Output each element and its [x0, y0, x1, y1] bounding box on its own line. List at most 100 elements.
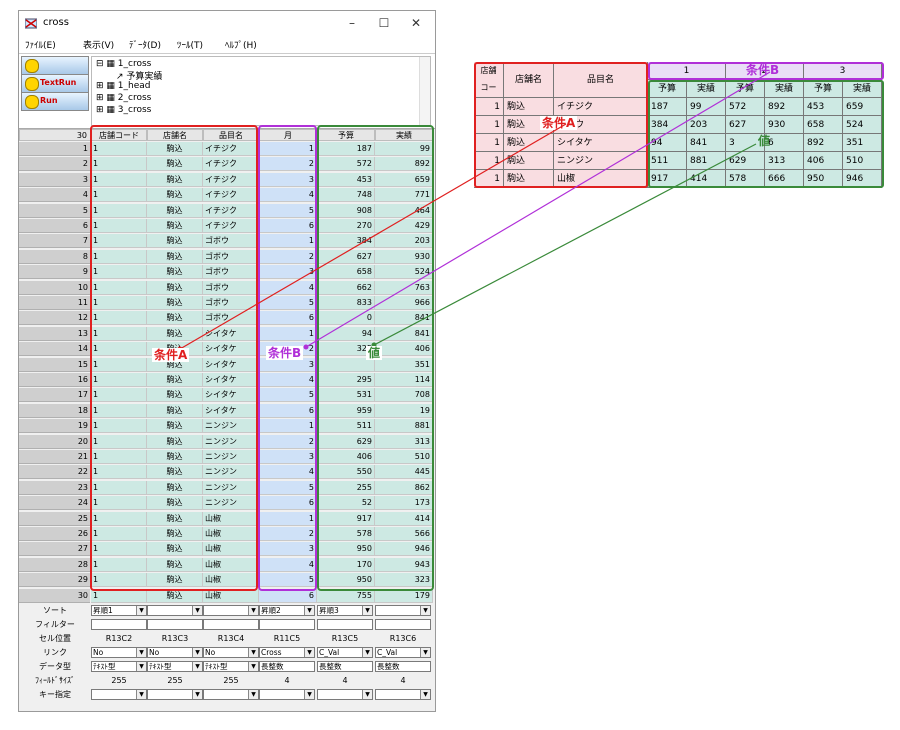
cell-month[interactable]: 1 [259, 234, 317, 249]
table-row[interactable]: 22 1 駒込 ニンジン 4 550 445 [19, 465, 435, 480]
datatype-select[interactable]: ﾃｷｽﾄ型 ▼ [203, 661, 259, 672]
datatype-select[interactable]: 長整数 [259, 661, 315, 672]
table-row[interactable]: 15 1 駒込 シイタケ 3 351 [19, 357, 435, 372]
cell-store-name[interactable]: 駒込 [147, 234, 203, 249]
sort-select[interactable]: 昇順3 ▼ [317, 605, 373, 616]
cell-store-code[interactable]: 1 [91, 450, 147, 464]
cell-item-name[interactable]: イチジク [203, 188, 259, 203]
table-row[interactable]: 7 1 駒込 ゴボウ 1 384 203 [19, 234, 435, 249]
cell-store-code[interactable]: 1 [91, 203, 147, 218]
cell-actual[interactable]: 313 [375, 434, 433, 449]
menu-view[interactable]: 表示(V) [83, 41, 115, 51]
row-number[interactable]: 20 [19, 434, 90, 449]
cell-item-name[interactable]: シイタケ [203, 342, 259, 357]
cell-month[interactable]: 5 [259, 480, 317, 495]
cell-store-name[interactable]: 駒込 [147, 419, 203, 434]
minimize-button[interactable]: – [349, 16, 355, 30]
key-select[interactable]: ▼ [259, 689, 315, 700]
tree-node-3-cross[interactable]: ⊞ ▦ 3_cross [96, 105, 152, 115]
cell-item-name[interactable]: 山椒 [203, 511, 259, 526]
cell-store-code[interactable]: 1 [91, 357, 147, 372]
link-select[interactable]: No ▼ [203, 647, 259, 658]
cell-item-name[interactable]: イチジク [203, 157, 259, 172]
field-size[interactable]: 255 [167, 676, 183, 685]
col-header-store-code[interactable]: 店舗コード [91, 129, 147, 141]
cell-store-name[interactable]: 駒込 [147, 465, 203, 480]
cell-store-code[interactable]: 1 [91, 419, 147, 434]
cell-item-name[interactable]: シイタケ [203, 326, 259, 341]
cell-month[interactable]: 6 [259, 403, 317, 418]
cell-store-code[interactable]: 1 [91, 434, 147, 449]
col-header-actual[interactable]: 実績 [375, 129, 433, 141]
row-number[interactable]: 24 [19, 496, 90, 511]
datatype-select[interactable]: 長整数 [317, 661, 373, 672]
cell-actual[interactable]: 351 [375, 357, 433, 372]
cell-item-name[interactable]: イチジク [203, 203, 259, 218]
cell-store-name[interactable]: 駒込 [147, 172, 203, 187]
table-row[interactable]: 11 1 駒込 ゴボウ 5 833 966 [19, 296, 435, 310]
row-number[interactable]: 8 [19, 249, 90, 264]
cell-budget[interactable]: 833 [317, 296, 375, 310]
cell-store-code[interactable]: 1 [91, 511, 147, 526]
cell-actual[interactable]: 406 [375, 342, 433, 357]
cell-item-name[interactable]: シイタケ [203, 357, 259, 372]
row-number[interactable]: 29 [19, 573, 90, 588]
cell-item-name[interactable]: イチジク [203, 219, 259, 233]
close-button[interactable]: ✕ [410, 16, 422, 30]
cell-month[interactable]: 3 [259, 265, 317, 280]
cell-actual[interactable]: 510 [375, 450, 433, 464]
table-row[interactable]: 13 1 駒込 シイタケ 1 94 841 [19, 326, 435, 341]
datatype-select[interactable]: ﾃｷｽﾄ型 ▼ [147, 661, 203, 672]
cell-month[interactable]: 6 [259, 588, 317, 603]
key-select[interactable]: ▼ [317, 689, 373, 700]
toolbar-button-run[interactable]: Run [21, 92, 89, 111]
table-row[interactable]: 30 1 駒込 山椒 6 755 179 [19, 588, 435, 603]
menu-data[interactable]: ﾃﾞｰﾀ(D) [129, 41, 161, 51]
row-number[interactable]: 4 [19, 188, 90, 203]
row-number[interactable]: 10 [19, 280, 90, 295]
cell-budget[interactable]: 295 [317, 373, 375, 387]
cell-budget[interactable]: 572 [317, 157, 375, 172]
field-size[interactable]: 4 [342, 676, 348, 685]
cell-store-name[interactable]: 駒込 [147, 265, 203, 280]
cell-budget[interactable]: 170 [317, 557, 375, 572]
key-select[interactable]: ▼ [375, 689, 431, 700]
cell-actual[interactable]: 930 [375, 249, 433, 264]
field-size[interactable]: 255 [223, 676, 239, 685]
cell-budget[interactable]: 959 [317, 403, 375, 418]
cell-actual[interactable]: 708 [375, 388, 433, 403]
cell-item-name[interactable]: 山椒 [203, 588, 259, 603]
table-row[interactable]: 5 1 駒込 イチジク 5 908 464 [19, 203, 435, 218]
cell-item-name[interactable]: ゴボウ [203, 249, 259, 264]
cell-budget[interactable]: 255 [317, 480, 375, 495]
cell-actual[interactable]: 771 [375, 188, 433, 203]
cell-store-name[interactable]: 駒込 [147, 557, 203, 572]
cell-budget[interactable]: 531 [317, 388, 375, 403]
filter-input[interactable] [203, 619, 259, 630]
cell-store-name[interactable]: 駒込 [147, 434, 203, 449]
cell-actual[interactable]: 464 [375, 203, 433, 218]
cell-store-code[interactable]: 1 [91, 557, 147, 572]
cell-month[interactable]: 6 [259, 496, 317, 511]
row-number[interactable]: 7 [19, 234, 90, 249]
chevron-down-icon[interactable]: ▼ [304, 690, 314, 699]
table-row[interactable]: 19 1 駒込 ニンジン 1 511 881 [19, 419, 435, 434]
chevron-down-icon[interactable]: ▼ [362, 690, 372, 699]
cell-store-code[interactable]: 1 [91, 265, 147, 280]
cell-item-name[interactable]: ゴボウ [203, 311, 259, 326]
cell-actual[interactable]: 946 [375, 542, 433, 557]
chevron-down-icon[interactable]: ▼ [136, 648, 146, 657]
row-number[interactable]: 6 [19, 219, 90, 233]
chevron-down-icon[interactable]: ▼ [420, 606, 430, 615]
cell-item-name[interactable]: イチジク [203, 172, 259, 187]
cell-month[interactable]: 1 [259, 511, 317, 526]
cell-actual[interactable]: 841 [375, 311, 433, 326]
cell-actual[interactable]: 943 [375, 557, 433, 572]
cell-month[interactable]: 5 [259, 296, 317, 310]
table-row[interactable]: 4 1 駒込 イチジク 4 748 771 [19, 188, 435, 203]
cell-month[interactable]: 5 [259, 388, 317, 403]
cell-store-code[interactable]: 1 [91, 496, 147, 511]
cell-budget[interactable]: 908 [317, 203, 375, 218]
cell-budget[interactable]: 270 [317, 219, 375, 233]
cell-store-name[interactable]: 駒込 [147, 296, 203, 310]
